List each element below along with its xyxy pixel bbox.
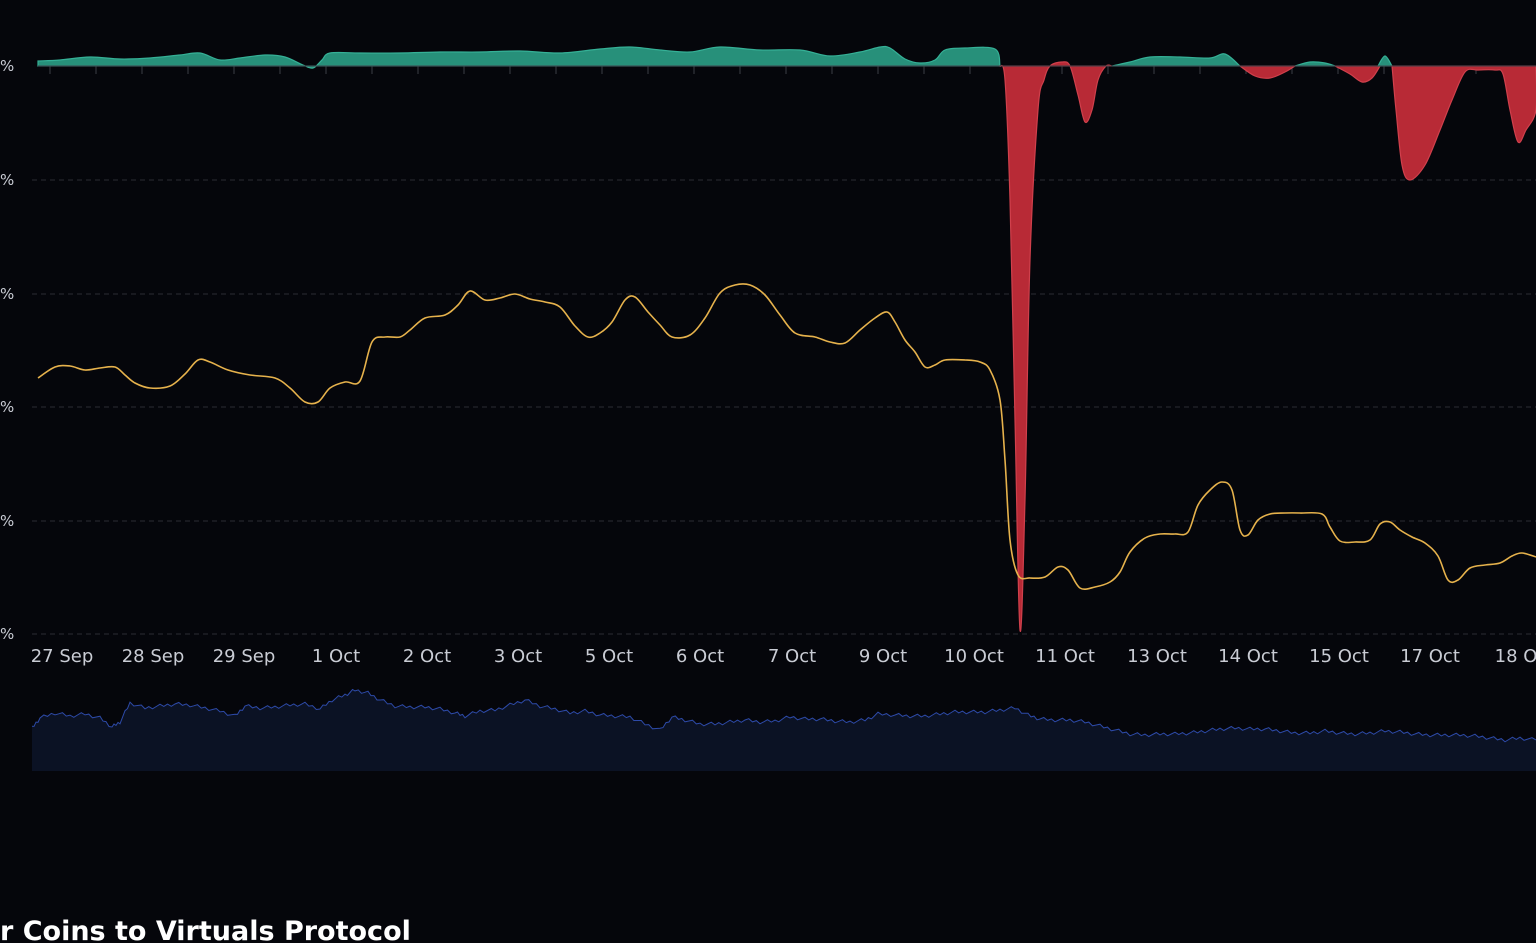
x-tick-label: 3 Oct bbox=[493, 646, 543, 667]
negative-area bbox=[1334, 65, 1382, 83]
navigator-line bbox=[31, 688, 1536, 743]
positive-area bbox=[37, 45, 1001, 69]
x-tick-label: 15 Oct bbox=[1309, 646, 1369, 667]
x-tick-label: 17 Oct bbox=[1400, 646, 1460, 667]
positive-area bbox=[1294, 61, 1336, 67]
positive-area bbox=[1376, 55, 1394, 67]
x-tick-label: 14 Oct bbox=[1218, 646, 1278, 667]
y-tick-label: % bbox=[0, 57, 15, 75]
x-tick-label: 28 Sep bbox=[121, 646, 185, 667]
x-tick-label: 1 Oct bbox=[311, 646, 361, 667]
x-tick-label: 27 Sep bbox=[30, 646, 94, 667]
x-tick-label: 2 Oct bbox=[402, 646, 452, 667]
x-tick-label: 18 Oc bbox=[1494, 646, 1536, 667]
navigator[interactable] bbox=[31, 688, 1536, 772]
negative-area bbox=[1391, 65, 1536, 181]
x-tick-label: 11 Oct bbox=[1035, 646, 1095, 667]
ratio-line bbox=[37, 283, 1536, 590]
negative-area bbox=[1238, 65, 1298, 79]
positive-area bbox=[1111, 53, 1242, 67]
x-tick-label: 6 Oct bbox=[675, 646, 725, 667]
x-tick-label: 5 Oct bbox=[584, 646, 634, 667]
y-tick-label: % bbox=[0, 625, 15, 643]
negative-area bbox=[999, 61, 1113, 633]
grid-lines bbox=[32, 66, 1536, 635]
line-series bbox=[37, 283, 1536, 590]
x-tick-label: 10 Oct bbox=[944, 646, 1004, 667]
navigator-area bbox=[32, 689, 1536, 771]
x-tick-label: 9 Oct bbox=[858, 646, 908, 667]
x-tick-label: 13 Oct bbox=[1127, 646, 1187, 667]
x-tick-label: 7 Oct bbox=[767, 646, 817, 667]
y-tick-label: % bbox=[0, 285, 15, 303]
y-tick-label: % bbox=[0, 398, 15, 416]
section-title: r Coins to Virtuals Protocol bbox=[0, 916, 411, 943]
area-series bbox=[37, 45, 1536, 633]
y-tick-label: % bbox=[0, 512, 15, 530]
x-tick-label: 29 Sep bbox=[212, 646, 276, 667]
y-tick-label: % bbox=[0, 171, 15, 189]
